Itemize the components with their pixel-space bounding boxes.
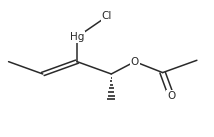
Text: O: O — [167, 91, 175, 101]
Text: Cl: Cl — [102, 12, 112, 21]
Text: O: O — [131, 57, 139, 67]
Text: Hg: Hg — [70, 32, 84, 42]
